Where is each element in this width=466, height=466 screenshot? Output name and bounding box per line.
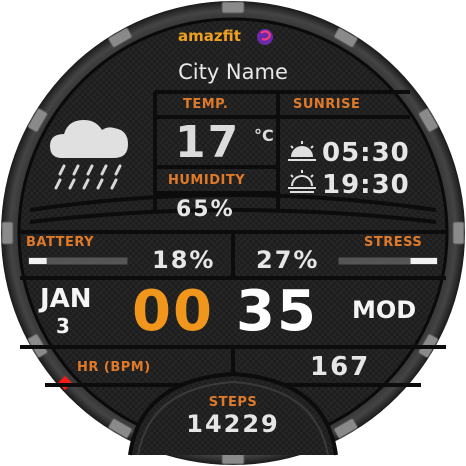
brand-logo-text: amazfit: [178, 27, 241, 45]
battery-bar: [27, 256, 129, 266]
brand-logo-icon: [257, 29, 273, 45]
stress-bar: [337, 256, 439, 266]
temp-label: TEMP.: [183, 97, 229, 112]
rain-cloud-icon: [50, 120, 128, 190]
steps-label: STEPS: [208, 395, 258, 410]
sunrise-icon: [288, 141, 316, 161]
temperature-unit: °C: [254, 126, 274, 145]
stress-label: STRESS: [364, 235, 423, 250]
heart-rate-label: HR (BPM): [77, 360, 151, 375]
humidity-value[interactable]: 65%: [176, 197, 235, 222]
sunrise-label: SUNRISE: [293, 97, 361, 112]
time-hours[interactable]: 00: [132, 279, 214, 344]
temperature-value[interactable]: 17: [175, 117, 241, 168]
steps-value[interactable]: 14229: [186, 410, 280, 438]
heart-rate-value[interactable]: 167: [310, 352, 371, 382]
sunset-time[interactable]: 19:30: [322, 170, 410, 200]
date-month[interactable]: JAN: [40, 284, 92, 314]
sunset-icon: [288, 170, 316, 193]
date-weekday[interactable]: MOD: [352, 296, 417, 324]
time-minutes[interactable]: 35: [236, 279, 318, 344]
battery-label: BATTERY: [26, 235, 95, 250]
city-name[interactable]: City Name: [178, 60, 288, 84]
stress-value[interactable]: 27%: [256, 246, 320, 274]
date-day[interactable]: 3: [56, 314, 70, 338]
humidity-label: HUMIDITY: [168, 173, 246, 188]
sunrise-time[interactable]: 05:30: [322, 138, 410, 168]
battery-value[interactable]: 18%: [152, 246, 216, 274]
